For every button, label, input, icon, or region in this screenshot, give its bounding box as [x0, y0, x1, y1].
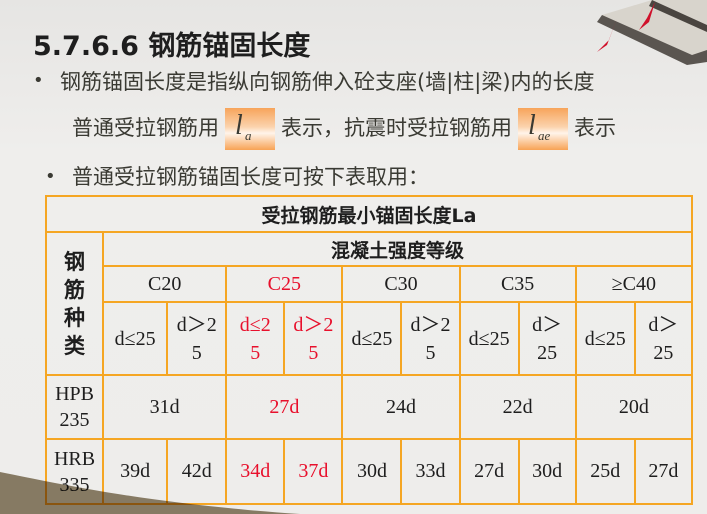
symbol-middle: 表示，抗震时受拉钢筋用	[281, 116, 512, 140]
diameter-header: d≤25	[341, 301, 403, 376]
symbol-lae: l ae	[518, 108, 568, 150]
diameter-header: d＞25	[517, 301, 577, 376]
table-cell: 27d	[633, 438, 694, 505]
table-cell: 42d	[166, 438, 228, 505]
table-cell: 30d	[517, 438, 577, 505]
table-cell: 30d	[341, 438, 403, 505]
grade-header: C30	[341, 265, 461, 303]
bullet-icon: •	[33, 70, 44, 91]
table-title: 受拉钢筋最小锚固长度La	[45, 195, 693, 233]
table-cell: 20d	[574, 374, 694, 440]
diameter-header: d≤25	[225, 301, 286, 376]
grade-header: C35	[458, 265, 577, 303]
table-cell: 31d	[102, 374, 228, 440]
diameter-header: d≤25	[574, 301, 636, 376]
grade-header: C25	[225, 265, 344, 303]
table-cell: 27d	[225, 374, 344, 440]
table-cell: 25d	[574, 438, 636, 505]
grade-header: ≥C40	[574, 265, 694, 303]
steel-type: HRB 335	[44, 438, 105, 505]
grade-header: C20	[102, 265, 228, 303]
diameter-header: d＞25	[400, 301, 461, 376]
symbol-prefix: 普通受拉钢筋用	[72, 116, 219, 140]
row-header: 钢筋种类	[44, 231, 105, 376]
table-cell: 24d	[341, 374, 461, 440]
diameter-header: d＞25	[633, 301, 694, 376]
diameter-header: d≤25	[458, 301, 520, 376]
table-row: HRB 335 39d 42d 34d 37d 30d 33d 27d 30d …	[44, 438, 694, 505]
anchorage-table: 受拉钢筋最小锚固长度La 钢筋种类 混凝土强度等级 C20 C25 C30 C3…	[44, 195, 694, 505]
books-decoration-icon	[597, 0, 707, 65]
diameter-header: d≤25	[102, 301, 169, 376]
table-cell: 22d	[458, 374, 577, 440]
table-cell: 33d	[400, 438, 461, 505]
bullet-text: 钢筋锚固长度是指纵向钢筋伸入砼支座(墙|柱|梁)内的长度	[60, 70, 595, 94]
symbol-line: 普通受拉钢筋用 l a 表示，抗震时受拉钢筋用 l ae 表示	[72, 108, 616, 150]
symbol-suffix: 表示	[574, 116, 616, 140]
page-title: 5.7.6.6 钢筋锚固长度	[33, 31, 311, 62]
table-cell: 37d	[283, 438, 344, 505]
diameter-header: d＞25	[166, 301, 228, 376]
table-cell: 39d	[102, 438, 169, 505]
table-cell: 27d	[458, 438, 520, 505]
bullet-icon: •	[45, 166, 56, 187]
diameter-header: d＞25	[283, 301, 344, 376]
bullet-text: 普通受拉钢筋锚固长度可按下表取用：	[72, 165, 429, 189]
table-cell: 34d	[225, 438, 286, 505]
steel-type: HPB 235	[44, 374, 105, 440]
table-row: HPB 235 31d 27d 24d 22d 20d	[44, 374, 694, 440]
group-header: 混凝土强度等级	[102, 231, 693, 267]
